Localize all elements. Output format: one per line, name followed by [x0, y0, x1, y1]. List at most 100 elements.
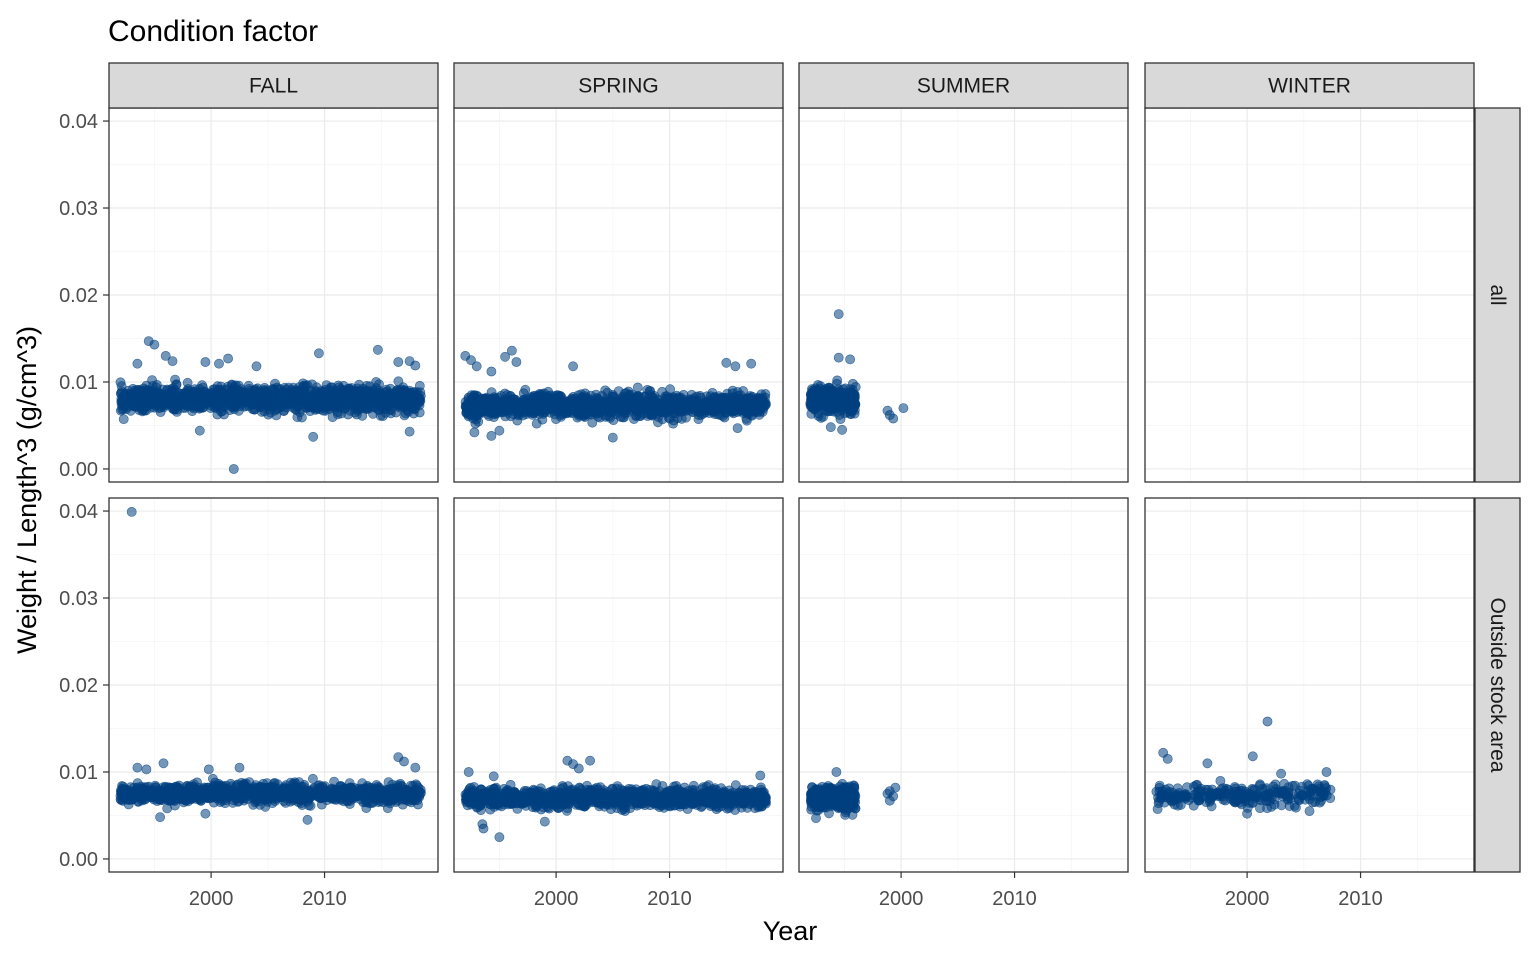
- data-point: [298, 393, 309, 404]
- data-point: [170, 374, 180, 385]
- data-point: [250, 792, 261, 803]
- data-point: [888, 413, 899, 424]
- data-point: [521, 393, 532, 404]
- data-point: [242, 393, 253, 404]
- data-point: [158, 758, 169, 769]
- data-point: [414, 380, 425, 391]
- data-point: [321, 792, 331, 803]
- data-point: [307, 773, 318, 784]
- data-point: [159, 392, 169, 403]
- data-point: [308, 431, 319, 442]
- panel-summer-all: [799, 108, 1128, 482]
- data-point: [832, 375, 843, 386]
- data-point: [409, 400, 420, 411]
- data-point: [148, 393, 159, 404]
- panel-winter-all: [1145, 108, 1474, 482]
- data-point: [511, 357, 522, 367]
- data-point: [167, 356, 178, 366]
- data-point: [223, 353, 233, 364]
- data-point: [126, 506, 137, 517]
- data-point: [494, 425, 505, 436]
- data-point: [637, 409, 648, 419]
- data-point: [531, 418, 542, 429]
- data-point: [760, 399, 771, 410]
- data-point: [829, 400, 840, 411]
- data-point: [898, 403, 909, 413]
- data-point: [634, 395, 645, 406]
- data-point: [251, 361, 262, 372]
- data-point: [806, 390, 817, 401]
- data-point: [706, 400, 717, 411]
- data-point: [305, 406, 315, 417]
- data-point: [652, 394, 663, 404]
- data-point: [592, 399, 603, 409]
- data-point: [619, 412, 629, 423]
- data-point: [539, 388, 549, 399]
- data-point: [313, 348, 324, 359]
- data-point: [134, 405, 145, 415]
- data-point: [657, 407, 668, 418]
- data-point: [400, 408, 411, 419]
- data-point: [580, 409, 591, 419]
- data-point: [608, 415, 619, 425]
- data-point: [303, 786, 313, 797]
- data-point: [287, 389, 297, 400]
- data-point: [251, 392, 262, 402]
- panel-winter-outside: [1145, 498, 1474, 872]
- data-point: [306, 391, 317, 402]
- data-point: [746, 358, 757, 369]
- data-point: [187, 406, 198, 416]
- data-point: [393, 376, 404, 387]
- data-point: [214, 358, 224, 369]
- data-point: [404, 789, 415, 799]
- data-point: [233, 398, 244, 409]
- data-point: [138, 386, 148, 397]
- data-point: [472, 410, 482, 421]
- data-point: [815, 381, 826, 391]
- data-point: [486, 366, 497, 377]
- data-point: [194, 400, 205, 410]
- data-point: [616, 398, 627, 409]
- data-point: [357, 410, 368, 421]
- points-spring-all: [460, 345, 771, 443]
- data-point: [837, 424, 847, 435]
- data-point: [147, 381, 158, 391]
- data-point: [244, 383, 255, 394]
- data-point: [730, 361, 741, 372]
- data-point: [471, 361, 482, 372]
- data-point: [264, 787, 275, 798]
- data-point: [833, 352, 844, 363]
- data-point: [292, 794, 303, 804]
- data-point: [349, 401, 359, 412]
- data-point: [750, 406, 761, 417]
- data-point: [321, 380, 332, 390]
- data-point: [372, 344, 383, 355]
- data-point: [133, 785, 144, 796]
- data-point: [506, 345, 517, 356]
- data-point: [845, 354, 855, 365]
- data-point: [494, 403, 505, 414]
- data-point: [410, 762, 421, 773]
- data-point: [118, 414, 129, 425]
- data-point: [182, 377, 193, 388]
- data-point: [132, 762, 143, 773]
- data-point: [282, 788, 293, 799]
- data-point: [155, 407, 166, 417]
- data-point: [194, 425, 205, 436]
- data-point: [732, 423, 743, 433]
- data-point: [250, 780, 261, 790]
- data-point: [363, 403, 374, 414]
- data-point: [132, 358, 143, 369]
- data-point: [399, 756, 409, 767]
- data-point: [646, 409, 657, 419]
- data-point: [664, 413, 675, 424]
- data-point: [232, 779, 243, 790]
- data-point: [262, 391, 273, 402]
- data-point: [469, 427, 480, 438]
- data-point: [721, 357, 732, 368]
- data-point: [482, 406, 493, 417]
- data-point: [833, 309, 844, 319]
- data-point: [324, 395, 335, 405]
- data-point: [844, 394, 855, 405]
